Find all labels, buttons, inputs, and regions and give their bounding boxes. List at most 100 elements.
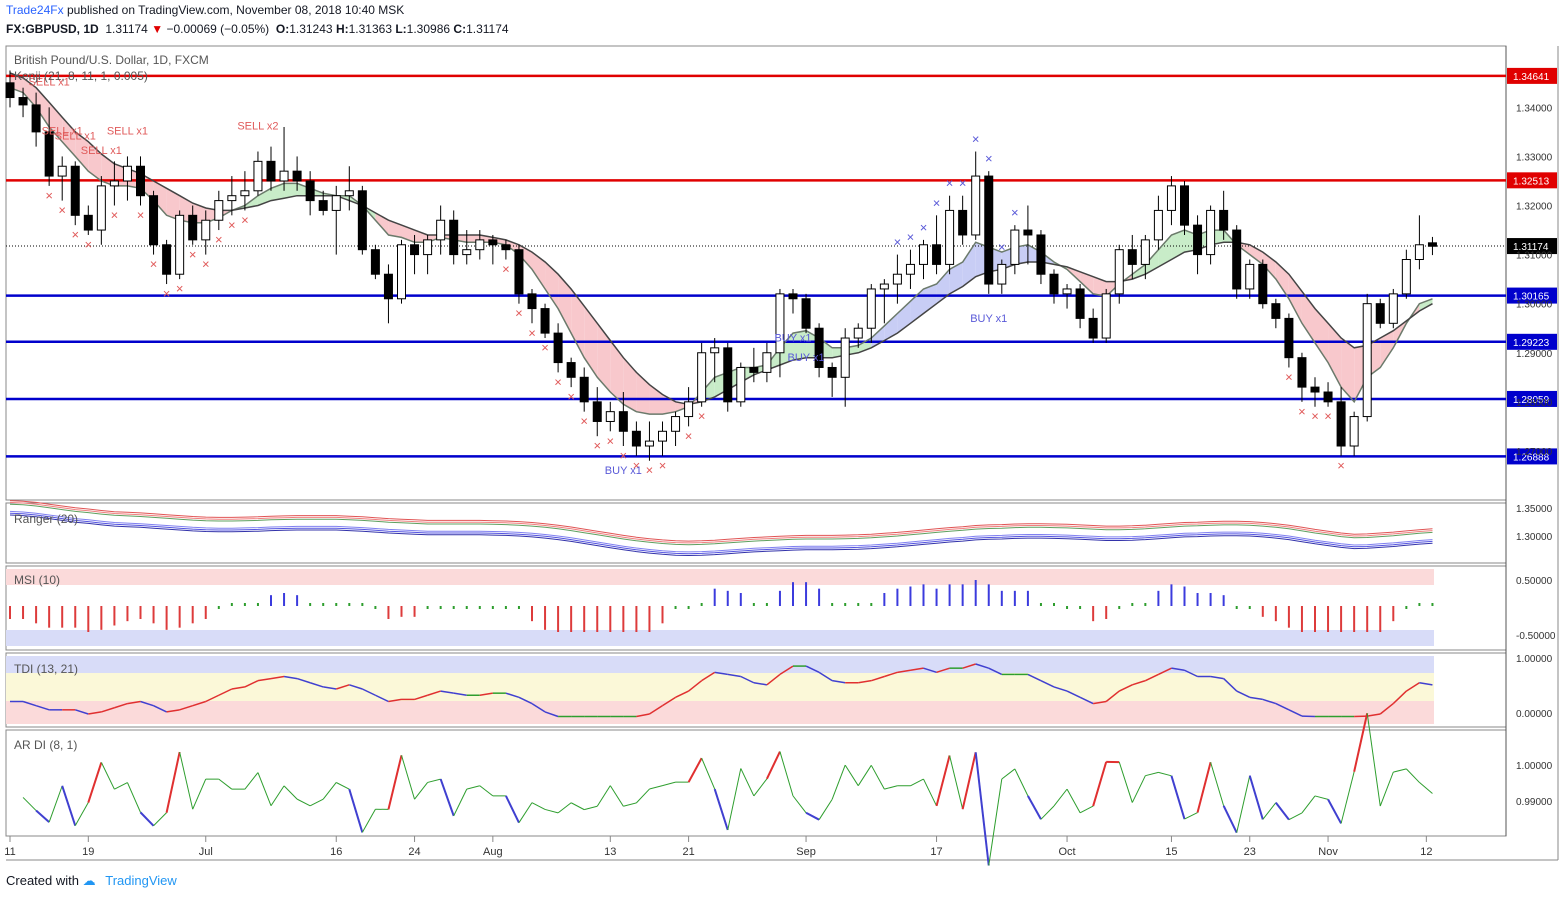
sell-x-mark: × [541, 340, 549, 355]
candle [827, 362, 837, 397]
ardi-line-segment [662, 781, 676, 787]
candle-body [122, 165, 132, 182]
sell-signal-label: SELL x1 [55, 130, 96, 142]
ardi-line-segment [218, 778, 233, 790]
sell-x-mark: × [620, 448, 628, 463]
tdi-line-segment [805, 665, 820, 674]
ardi-line-segment [584, 805, 598, 811]
tradingview-link[interactable]: TradingView [105, 873, 177, 888]
tdi-line-segment [153, 704, 167, 713]
candle [566, 357, 576, 388]
candle-body [5, 82, 15, 99]
tdi-line-segment [1236, 690, 1251, 699]
pane-tick-label: 0.50000 [1516, 576, 1553, 587]
ardi-line-segment [1248, 775, 1264, 820]
sell-x-mark: × [1324, 409, 1332, 424]
ranger-band-line [9, 514, 1433, 557]
cloud-segment [166, 188, 180, 221]
candle [1284, 313, 1294, 368]
candle-body [605, 411, 615, 422]
candles[interactable] [5, 70, 1437, 461]
candle-body [631, 430, 641, 447]
ardi-line-segment [884, 785, 898, 790]
tdi-line-segment [1210, 675, 1224, 680]
pane-tick-label: 0.99000 [1516, 797, 1553, 808]
tdi-line-segment [179, 704, 193, 711]
candle [1258, 259, 1268, 309]
ardi-line-segment [74, 802, 89, 826]
candle-body [814, 327, 824, 368]
kenji-lines [9, 72, 1433, 415]
candle-body [853, 327, 863, 339]
ardi-line-segment [414, 782, 428, 800]
ardi-line-segment [361, 809, 376, 833]
candle [1336, 387, 1346, 456]
ardi-line-segment [1419, 782, 1433, 794]
tdi-line-segment [1288, 709, 1303, 717]
candle-body [1284, 317, 1294, 359]
candle-body [788, 293, 798, 300]
level-value: 1.26888 [1513, 452, 1550, 463]
time-axis[interactable]: 11 19 Jul 16 24 Aug 13 21 Sep 17 Oct 15 23 Nov 12 [4, 836, 1432, 858]
cloud-segment [414, 230, 428, 243]
price-tick-label: 1.29000 [1516, 349, 1553, 360]
candle-body [1271, 303, 1281, 319]
candle [945, 195, 955, 275]
candle [697, 342, 707, 407]
ranger-band-line [9, 501, 1433, 544]
level-tag [1507, 172, 1557, 189]
tdi-line-segment [1093, 700, 1107, 705]
candle [1219, 190, 1229, 240]
cloud-segment [36, 87, 50, 127]
candle [175, 210, 185, 280]
ardi-line-segment [61, 785, 77, 826]
candle-body [344, 190, 354, 197]
candle [370, 244, 380, 280]
candle-body [149, 195, 159, 246]
cloud-segment [1080, 271, 1094, 294]
tradingview-logo-icon[interactable]: ☁ [82, 873, 96, 888]
tdi-line-segment [22, 700, 37, 707]
cloud-segment [284, 183, 298, 199]
price-axis[interactable]: 1.34000 1.33000 1.32000 1.31000 1.30000 1.290… [1516, 103, 1553, 458]
sell-x-mark: × [646, 463, 654, 478]
candle-body [1258, 263, 1268, 305]
msi-upper-zone [6, 569, 1434, 585]
candle-body [971, 175, 981, 236]
candle [984, 171, 994, 294]
ardi-line-segment [1288, 812, 1303, 821]
price-tick-label: 1.27000 [1516, 447, 1553, 458]
candle [162, 239, 172, 285]
cloud-segment [23, 77, 37, 108]
sell-signal-label: SELL x1 [42, 125, 83, 137]
buy-x-mark: × [959, 176, 967, 191]
candle-body [370, 249, 380, 275]
tdi-line-segment [662, 696, 676, 707]
time-tick-label: Nov [1318, 846, 1338, 858]
tdi-line-segment [440, 690, 454, 694]
candle [1245, 259, 1255, 299]
tdi-line-segment [544, 711, 559, 718]
candle-body [644, 440, 654, 447]
pane-frames [5, 45, 1559, 861]
candle [1375, 298, 1385, 329]
tdi-line-segment [1079, 696, 1094, 705]
publisher-name[interactable]: Trade24Fx [6, 3, 64, 17]
candle [1323, 382, 1333, 407]
created-with-text: Created with [6, 873, 79, 888]
candle [331, 185, 341, 255]
price-tick-label: 1.34000 [1516, 103, 1553, 114]
cloud-segment [1380, 330, 1394, 368]
candle [149, 190, 159, 255]
ardi-line-segment [153, 812, 167, 827]
candle [1088, 308, 1098, 343]
msi-lower-zone [6, 630, 1434, 646]
ardi-line-segment [961, 752, 977, 810]
candle-body [723, 347, 733, 403]
candle-body [997, 263, 1007, 285]
pane-frame-4 [5, 729, 1507, 837]
cloud-segment [75, 131, 89, 172]
ardi-line-segment [139, 811, 155, 827]
ardi-line-segment [765, 751, 781, 780]
